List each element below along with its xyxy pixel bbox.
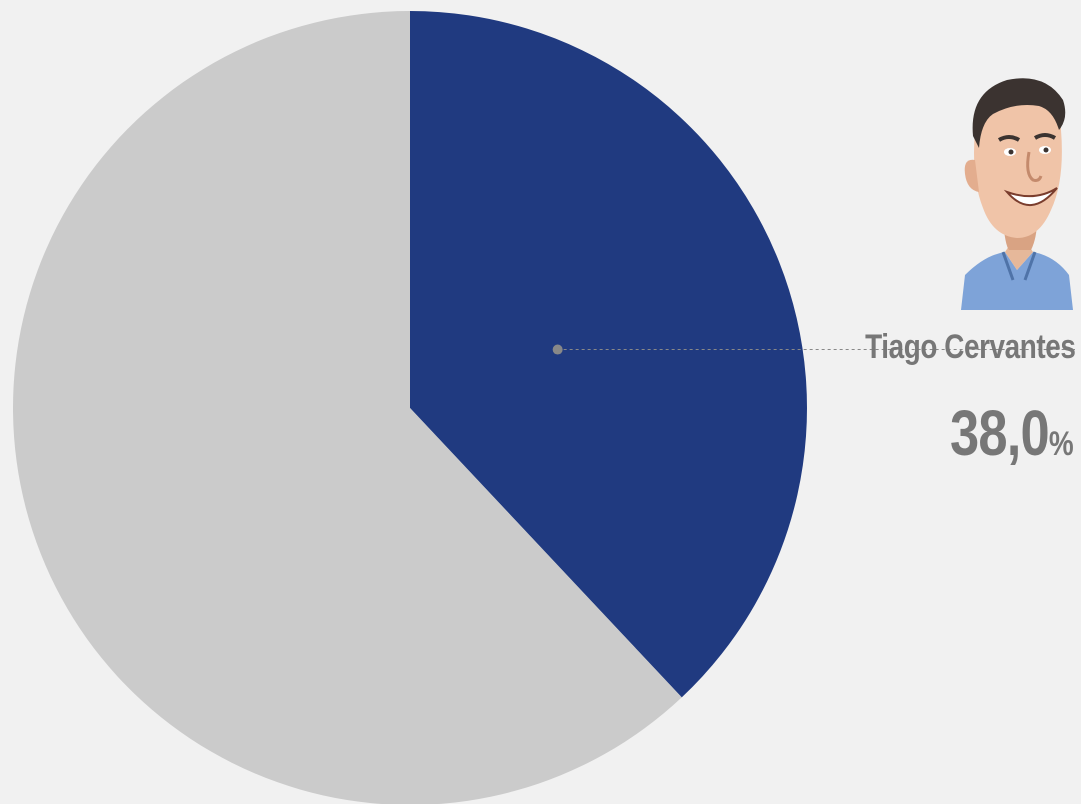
leader-dot	[552, 344, 563, 355]
pie-slice-0	[410, 11, 807, 698]
candidate-value-label: 38,0%	[950, 396, 1074, 470]
candidate-name-label: Tiago Cervantes	[864, 328, 1076, 366]
candidate-value-unit: %	[1049, 425, 1074, 463]
caricature-portrait-icon	[961, 78, 1073, 310]
pie-slice-1	[13, 11, 682, 804]
candidate-value-number: 38,0	[950, 397, 1050, 469]
